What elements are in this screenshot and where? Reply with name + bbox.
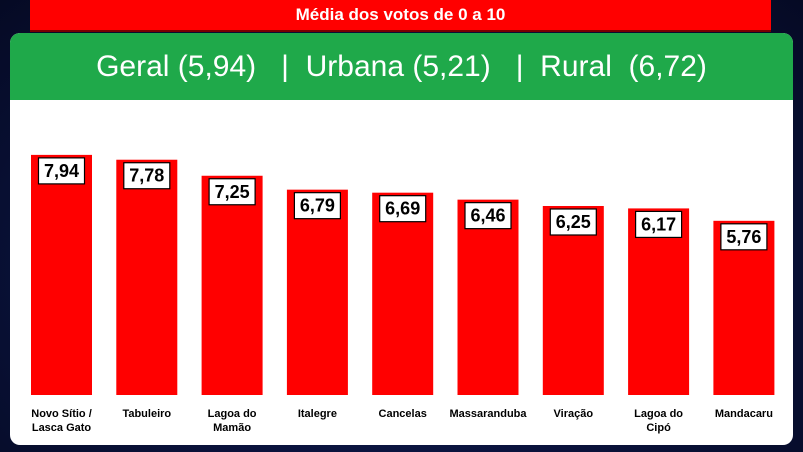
bar [31,154,92,395]
bar [201,175,263,395]
bar [286,189,348,395]
bar [628,208,690,395]
data-label-box [549,208,597,236]
bar [372,192,434,395]
category-label: Lagoa do Cipó [634,408,683,434]
category-label: Lagoa do Mamão [208,408,257,434]
chart-panel: Geral (5,94) | Urbana (5,21) | Rural (6,… [10,33,793,445]
data-label: 6,25 [556,212,591,232]
data-label-box [293,192,341,220]
data-label-box [208,178,256,206]
category-label: Mandacaru [715,408,773,420]
bar [116,159,178,395]
data-label: 6,17 [641,214,676,234]
summary-text: Geral (5,94) | Urbana (5,21) | Rural (6,… [96,49,707,83]
data-label-box [37,157,86,185]
data-label: 6,69 [385,199,420,219]
data-label: 7,94 [44,161,79,181]
data-label: 7,25 [215,182,250,202]
category-label: Italegre [298,408,337,420]
summary-bar: Geral (5,94) | Urbana (5,21) | Rural (6,… [10,33,793,100]
category-label: Cancelas [379,408,427,420]
bar [542,205,604,395]
data-label: 6,46 [470,206,505,226]
data-label-box [720,223,768,251]
data-label: 5,76 [726,227,761,247]
bar-chart: 7,94 Novo Sítio / Lasca Gato 7,78 Tabuleiro 7… [31,154,775,434]
bar [457,199,519,395]
category-label: Viração [554,408,594,420]
data-label-box [123,162,171,190]
chart-title-banner: Média dos votos de 0 a 10 [30,0,771,32]
category-label: Tabuleiro [122,408,171,420]
data-label: 7,78 [129,166,164,186]
data-label-box [379,195,427,223]
data-label-box [464,202,512,230]
chart-title: Média dos votos de 0 a 10 [295,5,506,24]
data-label-box [634,210,683,239]
data-label: 6,79 [300,196,335,216]
category-label: Massaranduba [449,408,527,420]
category-label: Novo Sítio / Lasca Gato [31,408,92,434]
